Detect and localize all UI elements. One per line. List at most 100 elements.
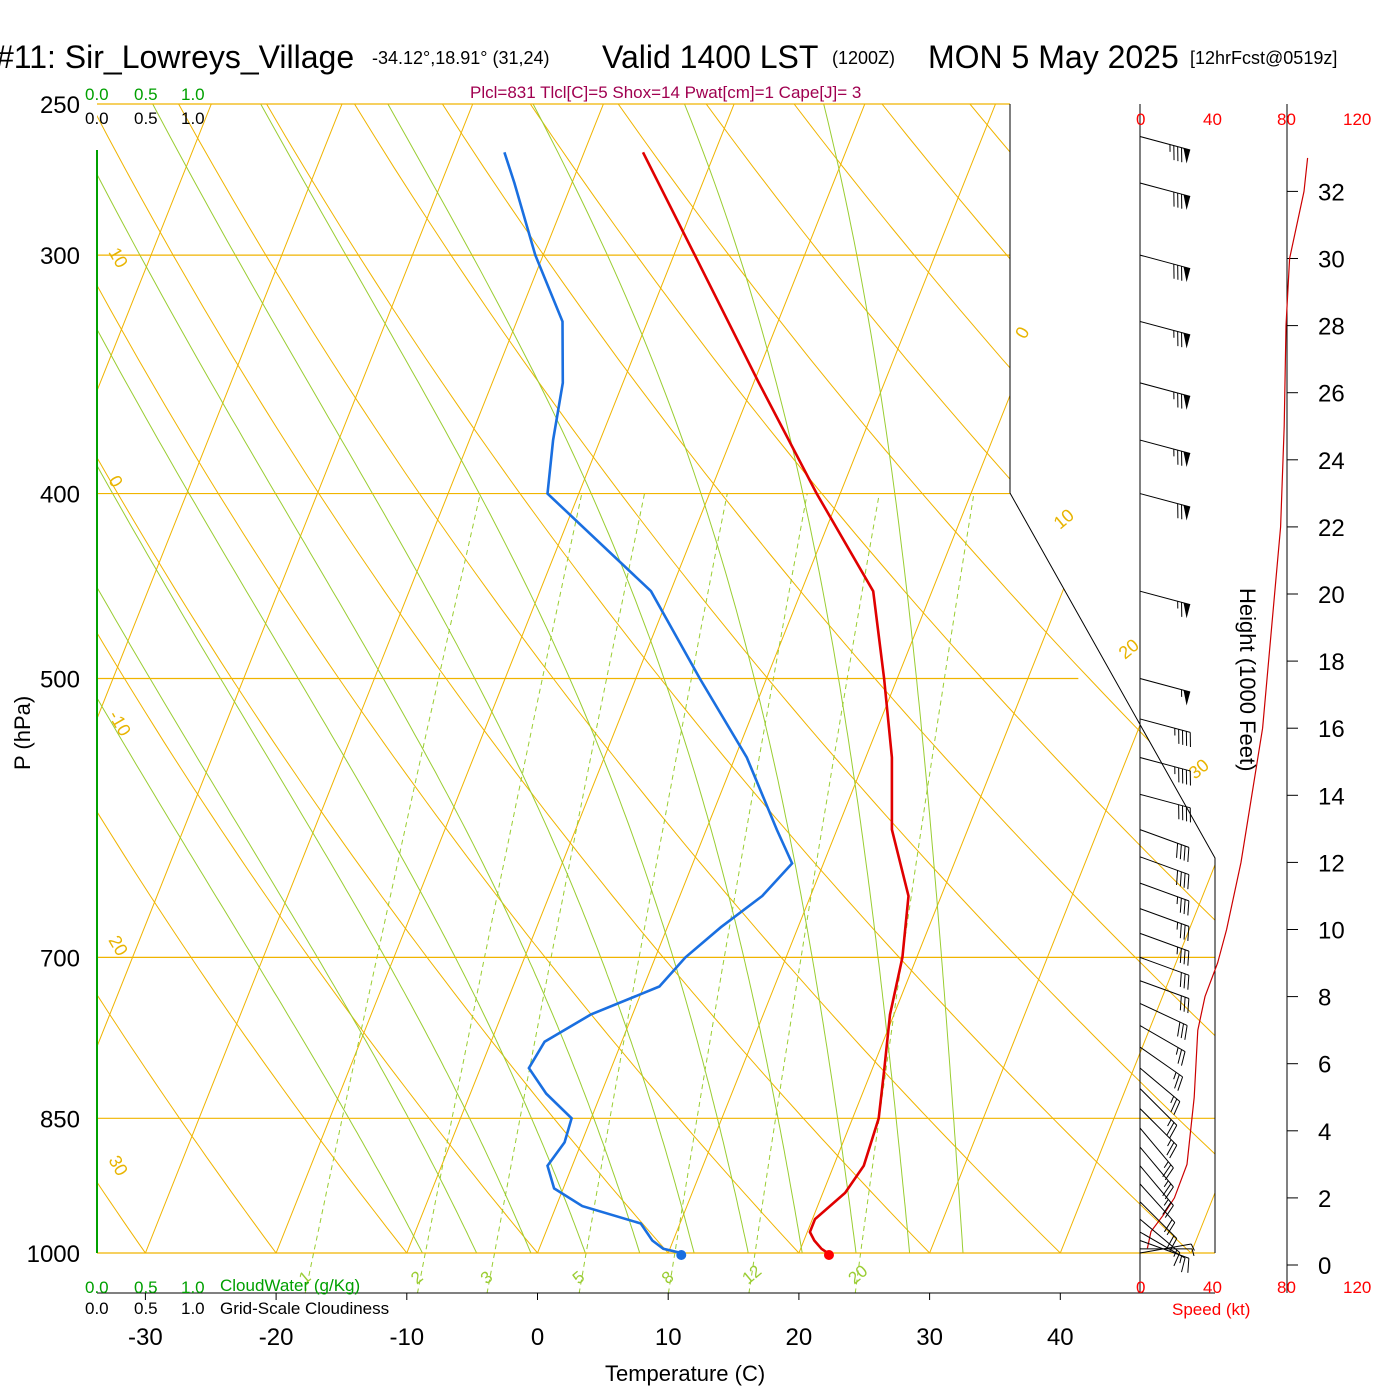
- valid-time: Valid 1400 LST: [602, 39, 818, 75]
- mixing-ratio-group: 1 2 3 5 8 12 20: [295, 493, 975, 1294]
- temperature-tick-label: 10: [655, 1324, 682, 1351]
- wind-barb-flag: [1179, 844, 1182, 860]
- wind-barb-flag: [1164, 1167, 1174, 1181]
- wind-barb-flag: [1183, 899, 1186, 915]
- utc-time: (1200Z): [832, 48, 895, 68]
- mixing-ratio-label: 3: [477, 1267, 496, 1288]
- isotherm-line: [1190, 104, 1215, 1253]
- pressure-tick-label: 300: [40, 243, 80, 270]
- dry-adiabat-line: [97, 104, 705, 1253]
- dry-adiabat-line: [507, 104, 1215, 1253]
- cloudiness-label: Grid-Scale Cloudiness: [220, 1299, 389, 1318]
- wind-barb-staff: [1139, 254, 1191, 270]
- wind-barb: [1139, 1165, 1174, 1218]
- wind-barb-staff: [1139, 856, 1190, 876]
- svg-text:40: 40: [1203, 110, 1222, 129]
- temperature-tick-label: -20: [259, 1324, 294, 1351]
- dry-adiabat-line: [97, 104, 970, 1253]
- temperature-tick-label: 40: [1047, 1324, 1074, 1351]
- wind-barb: [1139, 1146, 1174, 1200]
- wind-barb-pennant: [1183, 194, 1191, 210]
- wind-barb-staff: [1139, 590, 1191, 606]
- wind-barb-staff: [1139, 1183, 1176, 1223]
- wind-barb-staff: [1139, 757, 1191, 772]
- isotherm-label: -10: [105, 707, 135, 740]
- wind-barb-flag: [1179, 972, 1182, 987]
- wind-barb-staff: [1139, 136, 1191, 151]
- moist-adiabat-line: [514, 104, 862, 1253]
- height-axis-title: Height (1000 Feet): [1235, 588, 1260, 771]
- pressure-tick-label: 400: [40, 482, 80, 509]
- wind-barb-half-flag: [1176, 922, 1179, 930]
- speed-scale-bottom: 0 40 80 120 Speed (kt): [1136, 1278, 1371, 1319]
- wind-barb: [1139, 718, 1191, 747]
- height-tick-label: 14: [1318, 783, 1345, 810]
- svg-text:80: 80: [1277, 1278, 1296, 1297]
- wind-barb-flag: [1169, 1145, 1178, 1159]
- svg-text:0.5: 0.5: [134, 1278, 158, 1297]
- wind-barb: [1139, 1201, 1178, 1252]
- wind-barb-half-flag: [1179, 1255, 1183, 1264]
- station-title: #11: Sir_Lowreys_Village: [0, 39, 354, 75]
- pressure-tick-label: 250: [40, 92, 80, 119]
- height-tick-label: 16: [1318, 716, 1345, 743]
- temperature-tick-label: -30: [128, 1324, 163, 1351]
- moist-adiabat-line: [97, 104, 601, 1253]
- height-tick-label: 6: [1318, 1052, 1331, 1079]
- temperature-profile-line: [641, 151, 910, 1255]
- wind-barb-staff: [1139, 1201, 1178, 1239]
- plot-frame-right: [1009, 104, 1216, 1253]
- wind-barb-flag: [1176, 870, 1179, 886]
- svg-text:0: 0: [1136, 110, 1145, 129]
- height-tick-label: 24: [1318, 448, 1345, 475]
- wind-barb: [1139, 182, 1191, 210]
- wind-barb-half-flag: [1167, 1139, 1172, 1147]
- dry-adiabat-line: [246, 104, 1215, 1253]
- wind-barb-flag: [1183, 873, 1186, 888]
- wind-barb-staff: [1139, 956, 1190, 976]
- isotherm-label: 10: [105, 244, 132, 271]
- speed-label: Speed (kt): [1172, 1300, 1250, 1319]
- svg-text:0: 0: [1136, 1278, 1145, 1297]
- mixing-ratio-line: [854, 493, 975, 1294]
- pressure-tick-label: 850: [40, 1106, 80, 1133]
- height-tick-label: 32: [1318, 179, 1345, 206]
- dry-adiabat-line: [420, 104, 1215, 1253]
- height-tick-label: 4: [1318, 1119, 1331, 1146]
- wind-barb-half-flag: [1191, 1248, 1195, 1256]
- wind-barb: [1139, 1127, 1174, 1181]
- svg-text:40: 40: [1203, 1278, 1222, 1297]
- wind-barb-staff: [1139, 793, 1191, 809]
- wind-barb-pennant: [1183, 505, 1191, 521]
- wind-barb-flag: [1183, 973, 1186, 989]
- wind-barb-staff: [1139, 320, 1191, 336]
- wind-barb-flag: [1184, 1025, 1188, 1040]
- dry-adiabat-line: [97, 104, 175, 1253]
- mixing-ratio-line: [486, 493, 645, 1294]
- moist-adiabat-line: [241, 104, 758, 1253]
- wind-barb-flag: [1183, 845, 1186, 861]
- wind-barb-flag: [1170, 1098, 1178, 1113]
- moist-adiabat-line: [97, 104, 548, 1253]
- isotherm-label: 30: [105, 1152, 132, 1179]
- wind-barb-staff: [1139, 1165, 1174, 1206]
- wind-barb-flag: [1166, 1142, 1175, 1156]
- wind-barb-flag: [1187, 1258, 1190, 1273]
- wind-barb-flag: [1187, 847, 1190, 862]
- moist-adiabat-line: [814, 104, 967, 1253]
- wind-barb: [1140, 1248, 1195, 1256]
- svg-text:0.0: 0.0: [85, 1299, 109, 1318]
- x-axis-title: Temperature (C): [605, 1361, 765, 1386]
- wind-barb-flag: [1179, 871, 1182, 887]
- wind-barb-flag: [1187, 900, 1190, 916]
- svg-text:0.0: 0.0: [85, 109, 109, 128]
- wind-barb-pennant: [1183, 333, 1191, 349]
- wind-barb: [1139, 1183, 1176, 1236]
- height-tick-label: 22: [1318, 515, 1345, 542]
- wind-barb-staff: [1139, 493, 1191, 508]
- wind-barb-flag: [1162, 1164, 1172, 1178]
- wind-barb-half-flag: [1190, 1243, 1195, 1251]
- wind-barb: [1139, 320, 1191, 349]
- moist-adiabat-line: [97, 104, 653, 1253]
